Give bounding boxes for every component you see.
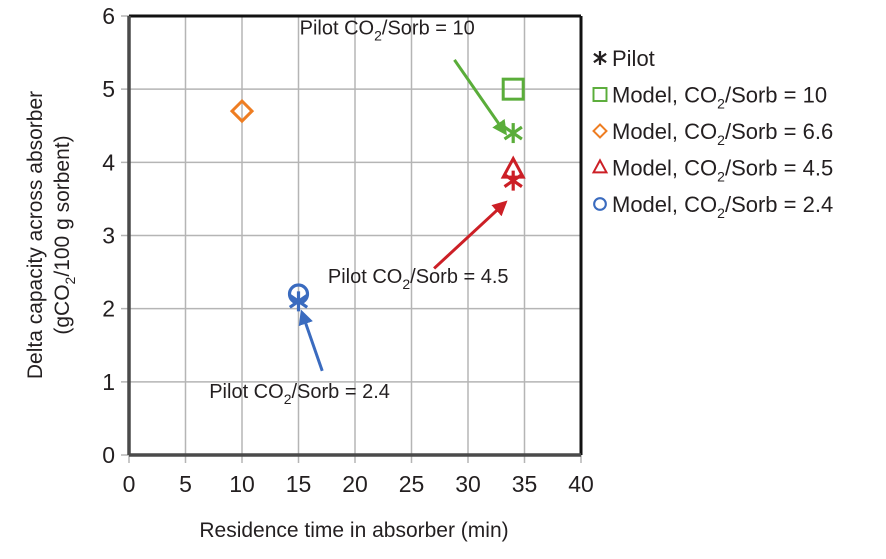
annotation-label-sub: 2 xyxy=(402,276,410,292)
legend-square-icon xyxy=(592,87,608,102)
grid-lines xyxy=(121,15,582,463)
annotation-label-pre: Pilot CO xyxy=(209,381,283,403)
legend-square-icon-shape xyxy=(592,87,608,102)
x-tick-label: 20 xyxy=(342,471,368,497)
legend-circle-icon-shape xyxy=(593,197,607,211)
data-markers xyxy=(229,77,526,312)
y-tick-label: 6 xyxy=(102,3,115,29)
y-tick-label: 1 xyxy=(102,369,115,395)
annotation-label-sub: 2 xyxy=(284,391,292,407)
x-tick-label: 40 xyxy=(568,471,594,497)
annotation-label-pre: Pilot CO xyxy=(328,266,402,288)
annotation-arrow xyxy=(453,59,508,136)
x-tick-label: 35 xyxy=(512,471,538,497)
x-tick-label: 30 xyxy=(455,471,481,497)
data-point-diamond-shape xyxy=(229,98,255,124)
data-point-pilot-asterisk xyxy=(288,291,309,312)
legend-label: Model, CO2/Sorb = 6.6 xyxy=(612,119,833,148)
y-axis-title-line2-post: /100 g sorbent) xyxy=(51,135,74,276)
y-axis-title-line2-sub: 2 xyxy=(62,276,78,284)
annotation-label-post: /Sorb = 4.5 xyxy=(410,266,508,288)
legend-item: Model, CO2/Sorb = 4.5 xyxy=(591,156,833,185)
x-tick-label: 15 xyxy=(286,471,312,497)
annotation-label-post: /Sorb = 10 xyxy=(382,17,475,39)
legend-label-sub: 2 xyxy=(717,96,725,112)
x-tick-label: 10 xyxy=(229,471,255,497)
y-tick-label: 5 xyxy=(102,76,115,102)
data-point-pilot-asterisk-stroke xyxy=(503,125,523,141)
annotation-label-pre: Pilot CO xyxy=(300,17,374,39)
legend-label-pre: Model, CO xyxy=(612,192,717,217)
data-point-square xyxy=(501,77,525,101)
annotation-label-sub: 2 xyxy=(374,27,382,43)
y-axis-title-line1: Delta capacity across absorber xyxy=(24,91,47,379)
annotation-label: Pilot CO2/Sorb = 2.4 xyxy=(209,381,390,407)
y-axis-title: Delta capacity across absorber (gCO2/100… xyxy=(24,91,78,379)
legend-label-post: /Sorb = 2.4 xyxy=(725,192,833,217)
data-point-pilot-asterisk-stroke xyxy=(503,173,523,188)
legend-label-post: /Sorb = 10 xyxy=(725,83,827,108)
legend-triangle-icon-shape xyxy=(591,158,609,174)
legend-label-sub: 2 xyxy=(717,169,725,185)
legend-label-sub: 2 xyxy=(717,132,725,148)
legend-item: Model, CO2/Sorb = 2.4 xyxy=(593,192,833,221)
y-tick-label: 3 xyxy=(102,223,115,249)
data-point-pilot-asterisk-stroke xyxy=(288,294,309,309)
annotation-arrow xyxy=(298,309,324,372)
legend-label: Model, CO2/Sorb = 10 xyxy=(612,83,827,112)
legend-label-pre: Pilot xyxy=(612,46,655,71)
legend-asterisk-icon-stroke xyxy=(593,52,607,64)
data-point-square-shape xyxy=(501,77,525,101)
y-tick-label: 0 xyxy=(102,442,115,468)
legend-label-post: /Sorb = 4.5 xyxy=(725,156,833,181)
x-tick-label: 25 xyxy=(399,471,425,497)
legend-diamond-icon xyxy=(592,123,608,139)
legend-label-pre: Model, CO xyxy=(612,83,717,108)
legend-diamond-icon-shape xyxy=(592,123,608,139)
y-axis-title-line2-pre: (gCO xyxy=(51,284,74,334)
legend-asterisk-icon xyxy=(593,51,607,65)
data-point-pilot-asterisk xyxy=(503,170,523,191)
legend-label-post: /Sorb = 6.6 xyxy=(725,119,833,144)
legend-item: Model, CO2/Sorb = 10 xyxy=(592,83,827,112)
annotation-label: Pilot CO2/Sorb = 4.5 xyxy=(328,266,509,292)
legend-item: Model, CO2/Sorb = 6.6 xyxy=(592,119,833,148)
data-point-diamond xyxy=(229,98,255,124)
annotation-arrow xyxy=(433,200,508,270)
x-tick-label: 5 xyxy=(179,471,192,497)
legend-label-pre: Model, CO xyxy=(612,156,717,181)
x-axis-title: Residence time in absorber (min) xyxy=(199,519,508,542)
legend-triangle-icon xyxy=(591,158,609,174)
legend-label: Model, CO2/Sorb = 4.5 xyxy=(612,156,833,185)
annotation-label-post: /Sorb = 2.4 xyxy=(291,381,389,403)
y-axis-title-line2: (gCO2/100 g sorbent) xyxy=(51,135,78,334)
x-tick-label: 0 xyxy=(123,471,136,497)
data-point-pilot-asterisk xyxy=(503,123,523,144)
legend-label-sub: 2 xyxy=(717,205,725,221)
legend-label: Pilot xyxy=(612,46,655,71)
legend-label-pre: Model, CO xyxy=(612,119,717,144)
legend-circle-icon xyxy=(593,197,607,211)
y-tick-label: 4 xyxy=(102,149,115,175)
tick-labels: 0 5 10 15 20 25 30 35 40 0 1 2 3 4 5 6 xyxy=(102,3,594,497)
annotation-label: Pilot CO2/Sorb = 10 xyxy=(300,17,475,43)
plot-frame xyxy=(127,14,583,457)
legend-label: Model, CO2/Sorb = 2.4 xyxy=(612,192,833,221)
y-tick-label: 2 xyxy=(102,296,115,322)
legend-item: Pilot xyxy=(593,46,655,71)
